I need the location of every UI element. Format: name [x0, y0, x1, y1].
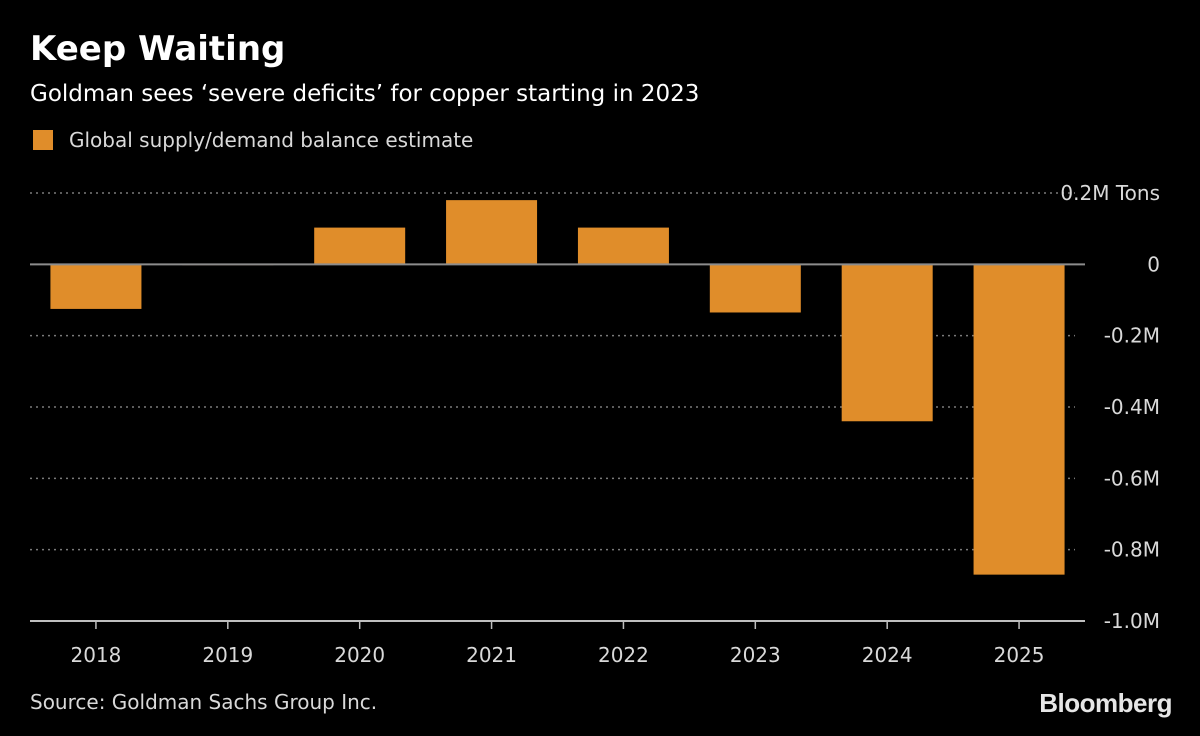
chart-subtitle: Goldman sees ‘severe deficits’ for coppe…	[30, 81, 700, 107]
legend: Global supply/demand balance estimate	[30, 128, 473, 152]
axes	[30, 263, 1085, 629]
bar-2022	[577, 227, 669, 265]
x-tick-label: 2024	[862, 643, 913, 667]
x-tick-label: 2019	[202, 643, 253, 667]
bars	[50, 200, 1065, 575]
x-tick-label: 2020	[334, 643, 385, 667]
x-tick-label: 2021	[466, 643, 517, 667]
bar-2025	[973, 264, 1065, 575]
y-tick-label: -1.0M	[1104, 609, 1160, 633]
y-tick-label: 0	[1147, 252, 1160, 276]
bar-2023	[709, 264, 801, 313]
bar-2024	[841, 264, 933, 422]
y-tick-label: -0.8M	[1104, 538, 1160, 562]
y-tick-label: -0.6M	[1104, 466, 1160, 490]
legend-label: Global supply/demand balance estimate	[69, 128, 474, 152]
tick-labels: 0.2M Tons 0 -0.2M -0.4M -0.6M -0.8M -1.0M 2018 2…	[70, 181, 1160, 667]
x-tick-label: 2023	[730, 643, 781, 667]
x-tick-label: 2018	[70, 643, 121, 667]
legend-swatch	[33, 130, 53, 150]
bar-2020	[314, 227, 406, 265]
y-tick-label: -0.2M	[1104, 324, 1160, 348]
bar-2018	[50, 264, 142, 309]
x-tick-label: 2025	[994, 643, 1045, 667]
source-note: Source: Goldman Sachs Group Inc.	[30, 690, 378, 714]
y-tick-label: -0.4M	[1104, 395, 1160, 419]
x-tick-label: 2022	[598, 643, 649, 667]
chart-title: Keep Waiting	[30, 29, 286, 69]
y-tick-label: 0.2M Tons	[1060, 181, 1160, 205]
bloomberg-logo: Bloomberg	[1039, 688, 1172, 718]
bar-2021	[446, 200, 538, 265]
